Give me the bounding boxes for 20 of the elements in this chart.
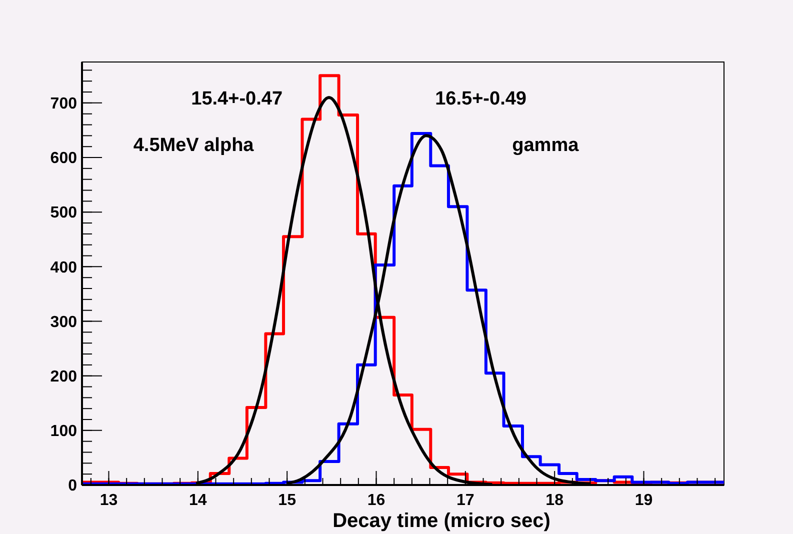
x-tick-label: 19 [634,492,653,509]
x-axis-title: Decay time (micro sec) [332,510,550,532]
y-tick-label: 700 [50,96,78,113]
annotation: 4.5MeV alpha [133,134,254,156]
y-tick-label: 500 [50,204,78,222]
x-tick-label: 14 [189,492,207,509]
y-tick-label: 400 [50,259,78,276]
annotation: 16.5+-0.49 [435,88,526,110]
y-tick-label: 600 [50,150,78,168]
y-tick-label: 0 [68,478,78,495]
x-tick-label: 18 [546,492,564,509]
x-tick-label: 13 [100,492,118,509]
y-tick-label: 100 [50,423,78,440]
y-tick-label: 300 [50,314,78,331]
y-tick-label: 200 [50,368,78,386]
x-tick-label: 17 [456,492,474,509]
annotation: 15.4+-0.47 [191,88,283,110]
x-tick-label: 16 [367,492,386,509]
x-tick-label: 15 [278,492,296,509]
annotation: gamma [512,134,580,156]
